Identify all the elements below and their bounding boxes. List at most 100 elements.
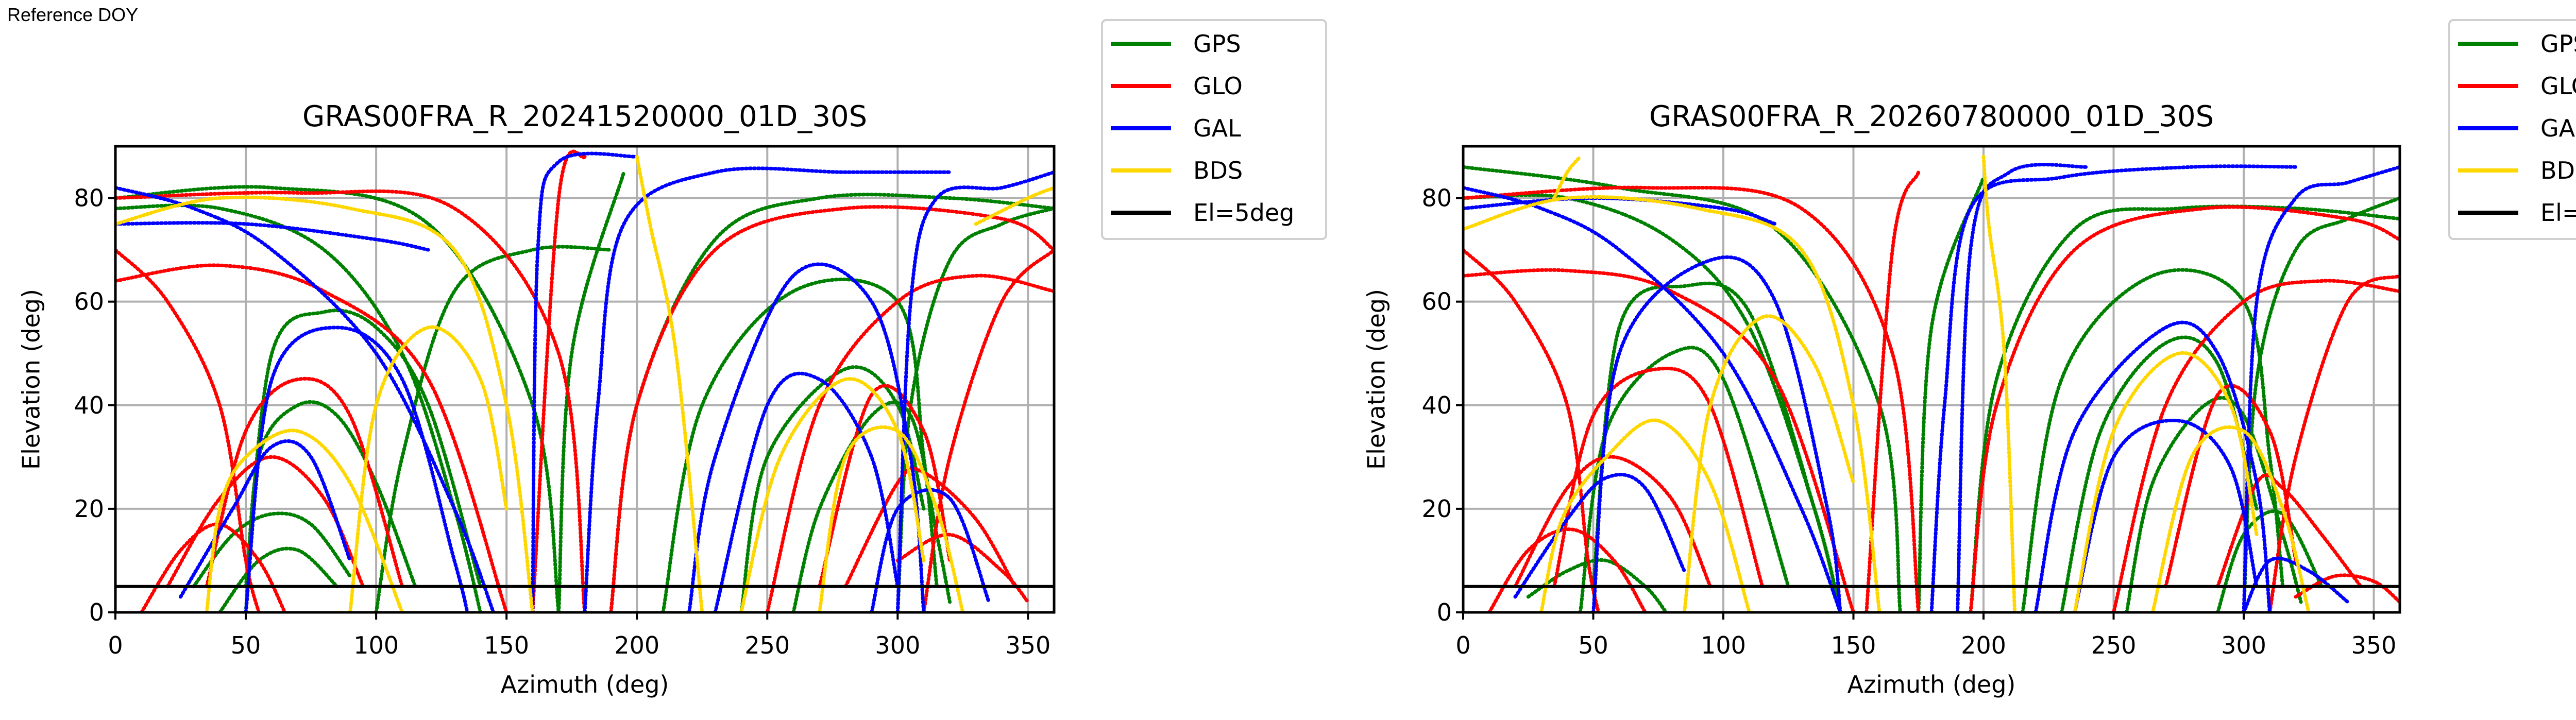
legend-label: GLO — [2540, 72, 2576, 100]
satellite-track-bds — [739, 377, 926, 612]
satellite-track-glo — [2268, 273, 2400, 612]
satellite-track-glo — [1487, 527, 1647, 612]
satellite-track-glo — [922, 248, 1054, 612]
legend-box — [1101, 19, 1327, 240]
satellite-track-glo — [1513, 455, 1713, 589]
series-bds — [1463, 155, 2311, 612]
x-tick-label: 50 — [1578, 631, 1608, 659]
legend-label: BDS — [2540, 157, 2576, 184]
satellite-track-gal — [870, 488, 991, 612]
y-axis-label: Elevation (deg) — [1363, 289, 1391, 470]
tracks — [115, 149, 1054, 612]
satellite-track-bds — [1539, 418, 1751, 612]
satellite-track-gps — [244, 308, 483, 589]
satellite-track-gal — [1956, 163, 2090, 612]
legend-label: El=5deg — [1193, 199, 1294, 227]
satellite-track-bds — [2150, 425, 2311, 612]
satellite-track-bds — [818, 425, 965, 612]
satellite-track-bds — [1463, 195, 1882, 612]
satellite-track-gal — [1513, 473, 1686, 599]
legend-label: BDS — [1193, 157, 1243, 184]
y-tick-label: 80 — [1421, 184, 1452, 212]
legend-label: GPS — [2540, 30, 2576, 58]
satellite-track-glo — [765, 273, 1054, 612]
series-gal — [115, 151, 1054, 612]
satellite-track-bds — [1682, 314, 1855, 612]
y-tick-label: 20 — [74, 495, 104, 523]
satellite-track-gal — [2073, 418, 2259, 612]
satellite-track-gal — [2033, 320, 2272, 612]
x-tick-label: 300 — [875, 631, 920, 659]
chart-1: 0 50 100 150 200 250 300 350 0 20 40 60 80 GRAS00FRA_… — [18, 19, 1327, 698]
satellite-track-glo — [531, 149, 587, 612]
satellite-track-gps — [609, 193, 1054, 612]
satellite-track-glo — [115, 189, 587, 612]
reference-doy-label: Reference DOY — [7, 4, 139, 25]
x-tick-label: 250 — [744, 631, 790, 659]
legend-label: GAL — [2540, 114, 2576, 142]
y-axis-label: Elevation (deg) — [18, 289, 45, 470]
satellite-track-gal — [1929, 164, 2298, 612]
x-axis-label: Azimuth (deg) — [1848, 671, 2016, 698]
satellite-track-glo — [895, 533, 1030, 604]
satellite-track-bds — [974, 185, 1054, 226]
satellite-track-glo — [1463, 248, 1601, 612]
satellite-track-gal — [687, 262, 926, 612]
satellite-track-gal — [531, 151, 639, 612]
grid — [1462, 146, 2400, 613]
satellite-track-gal — [1591, 255, 1842, 612]
satellite-track-bds — [1552, 155, 1582, 200]
legend: GPS GLO GAL BDS El=5deg — [1101, 19, 1327, 240]
satellite-track-gal — [1463, 185, 1842, 612]
x-tick-label: 150 — [1831, 631, 1876, 659]
tracks — [1463, 155, 2400, 612]
chart-title: GRAS00FRA_R_20260780000_01D_30S — [1649, 100, 2214, 133]
satellite-track-gal — [2242, 165, 2400, 612]
x-tick-label: 0 — [1455, 631, 1470, 659]
series-gps — [1463, 165, 2400, 612]
series-gal — [1463, 163, 2400, 612]
x-tick-label: 0 — [108, 631, 123, 659]
satellite-track-glo — [115, 248, 261, 612]
legend-label: GPS — [1193, 30, 1241, 58]
satellite-track-gps — [374, 245, 613, 612]
satellite-track-glo — [1463, 268, 1855, 612]
satellite-track-bds — [635, 155, 704, 612]
y-tick-label: 0 — [1437, 598, 1452, 626]
x-tick-label: 250 — [2091, 631, 2137, 659]
satellite-track-bds — [205, 428, 404, 612]
chart-title: GRAS00FRA_R_20241520000_01D_30S — [302, 100, 867, 133]
satellite-track-glo — [2112, 279, 2400, 612]
satellite-track-glo — [115, 263, 509, 612]
satellite-track-glo — [609, 205, 1054, 612]
x-tick-label: 350 — [1005, 631, 1050, 659]
x-tick-label: 200 — [1961, 631, 2006, 659]
satellite-track-gal — [179, 439, 352, 599]
satellite-track-gal — [895, 170, 1054, 612]
y-tick-label: 80 — [74, 184, 104, 212]
satellite-track-gps — [661, 277, 939, 612]
x-tick-label: 50 — [231, 631, 261, 659]
satellite-track-glo — [1463, 185, 1921, 612]
satellite-track-gps — [1526, 558, 1668, 612]
y-tick-label: 40 — [1421, 391, 1452, 419]
satellite-track-glo — [2216, 473, 2363, 589]
legend: GPS GLO GAL BDS El=5deg — [2448, 19, 2576, 240]
series-bds — [115, 155, 1054, 612]
satellite-track-bds — [348, 325, 509, 612]
y-tick-label: 60 — [74, 288, 104, 316]
legend-label: GAL — [1193, 114, 1241, 142]
satellite-track-gps — [556, 170, 626, 612]
satellite-track-gps — [1463, 165, 1902, 612]
x-tick-label: 150 — [484, 631, 529, 659]
satellite-track-gal — [115, 185, 496, 612]
y-tick-label: 40 — [74, 391, 104, 419]
satellite-track-glo — [1969, 205, 2400, 612]
satellite-track-glo — [1552, 367, 1765, 589]
satellite-track-gal — [713, 371, 900, 612]
satellite-track-gps — [1969, 204, 2400, 612]
satellite-track-gal — [583, 166, 952, 612]
y-tick-label: 0 — [89, 598, 104, 626]
satellite-track-glo — [205, 376, 404, 589]
